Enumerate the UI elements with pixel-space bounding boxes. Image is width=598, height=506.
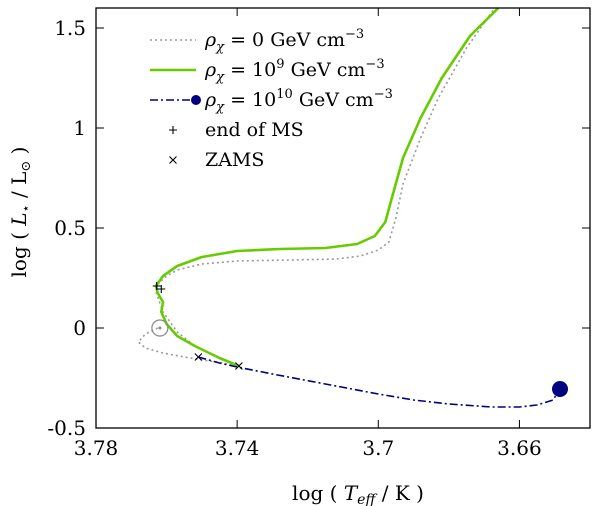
legend-unit-exponent: −3 bbox=[345, 27, 364, 42]
x-tick-label: 3.7 bbox=[362, 436, 394, 460]
legend-swatch-zams bbox=[169, 156, 177, 164]
legend-swatch-dot-series-rho-1e10 bbox=[191, 95, 201, 105]
legend-rho: ρ bbox=[204, 29, 217, 51]
legend-label-series-rho-0: ρχ = 0 GeV cm−3 bbox=[204, 27, 364, 55]
end-of-ms-marker-0 bbox=[152, 282, 161, 290]
y-tick-label: 0 bbox=[73, 316, 86, 340]
legend-label-zams: ZAMS bbox=[205, 149, 264, 171]
zams-marker-1 bbox=[235, 362, 243, 370]
legend-label-end-of-ms: end of MS bbox=[205, 119, 304, 141]
marker-layer bbox=[151, 282, 243, 370]
y-axis-title: log ( L⋆ / L⊙ ) bbox=[7, 147, 34, 278]
y-tick-label: 0.5 bbox=[54, 216, 86, 240]
end-of-ms-marker-1 bbox=[157, 285, 166, 293]
legend-label-series-rho-1e9: ρχ = 109 GeV cm−3 bbox=[204, 57, 385, 85]
legend: ρχ = 0 GeV cm−3ρχ = 109 GeV cm−3ρχ = 101… bbox=[150, 27, 393, 171]
tick-layer: 3.78 3.74 3.7 3.66 -0.5 0 0.5 1 1.5 bbox=[47, 8, 590, 460]
y-tick-label: 1 bbox=[73, 116, 86, 140]
legend-unit-exponent: −3 bbox=[374, 87, 393, 102]
series-layer bbox=[137, 8, 569, 408]
legend-swatch-end-of-ms bbox=[169, 126, 177, 134]
legend-text: = 0 GeV cm bbox=[224, 29, 345, 51]
y-tick-label: 1.5 bbox=[54, 16, 86, 40]
legend-rho: ρ bbox=[204, 59, 217, 81]
sun-marker-dot bbox=[158, 326, 162, 330]
x-tick-label: 3.66 bbox=[497, 436, 542, 460]
series-rho-1e10-line bbox=[198, 356, 561, 408]
x-tick-label: 3.74 bbox=[215, 436, 260, 460]
legend-rho: ρ bbox=[204, 89, 217, 111]
series-rho-1e9-line bbox=[154, 8, 500, 368]
legend-exponent: 10 bbox=[276, 87, 293, 102]
legend-unit: GeV cm bbox=[293, 89, 374, 111]
legend-chi: χ bbox=[215, 100, 225, 115]
series-rho-1e10-endpoint bbox=[552, 381, 569, 397]
sun-marker-ring bbox=[151, 319, 169, 337]
y-tick-label: -0.5 bbox=[47, 416, 86, 440]
legend-label-series-rho-1e10: ρχ = 1010 GeV cm−3 bbox=[204, 87, 393, 115]
legend-unit: GeV cm bbox=[285, 59, 366, 81]
legend-text: = 10 bbox=[224, 89, 276, 111]
plot-frame bbox=[95, 7, 591, 429]
x-axis-title: log ( Teff / K ) bbox=[292, 481, 424, 506]
legend-unit-exponent: −3 bbox=[365, 57, 384, 72]
series-rho-0-line bbox=[137, 8, 496, 367]
legend-chi: χ bbox=[215, 40, 225, 55]
legend-text: = 10 bbox=[224, 59, 276, 81]
legend-exponent: 9 bbox=[276, 57, 284, 72]
legend-chi: χ bbox=[215, 70, 225, 85]
zams-marker-0 bbox=[194, 353, 203, 361]
x-tick-label: 3.78 bbox=[74, 436, 119, 460]
